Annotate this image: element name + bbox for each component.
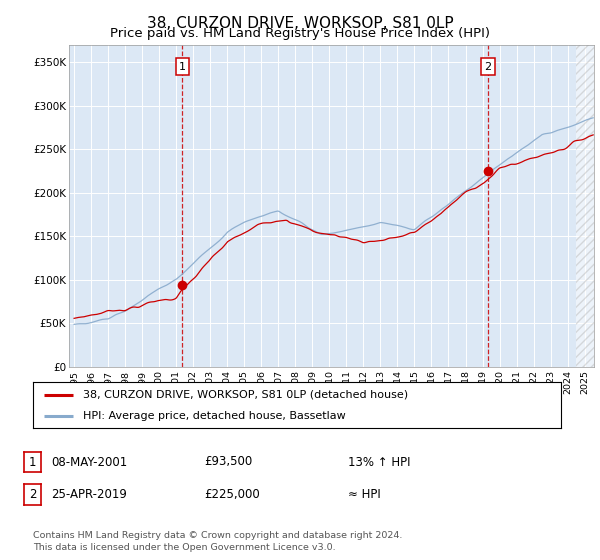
Text: 38, CURZON DRIVE, WORKSOP, S81 0LP (detached house): 38, CURZON DRIVE, WORKSOP, S81 0LP (deta… [83, 390, 408, 400]
Text: £225,000: £225,000 [204, 488, 260, 501]
Text: 1: 1 [29, 455, 36, 469]
Text: ≈ HPI: ≈ HPI [348, 488, 381, 501]
Text: Price paid vs. HM Land Registry's House Price Index (HPI): Price paid vs. HM Land Registry's House … [110, 27, 490, 40]
Text: 25-APR-2019: 25-APR-2019 [51, 488, 127, 501]
Text: 1: 1 [179, 62, 185, 72]
Text: 08-MAY-2001: 08-MAY-2001 [51, 455, 127, 469]
Bar [576, 45, 595, 367]
Text: HPI: Average price, detached house, Bassetlaw: HPI: Average price, detached house, Bass… [83, 411, 346, 421]
Text: 13% ↑ HPI: 13% ↑ HPI [348, 455, 410, 469]
Text: £93,500: £93,500 [204, 455, 252, 469]
Text: 38, CURZON DRIVE, WORKSOP, S81 0LP: 38, CURZON DRIVE, WORKSOP, S81 0LP [146, 16, 454, 31]
Text: Contains HM Land Registry data © Crown copyright and database right 2024.
This d: Contains HM Land Registry data © Crown c… [33, 531, 403, 552]
Text: 2: 2 [29, 488, 36, 501]
Text: 2: 2 [484, 62, 491, 72]
